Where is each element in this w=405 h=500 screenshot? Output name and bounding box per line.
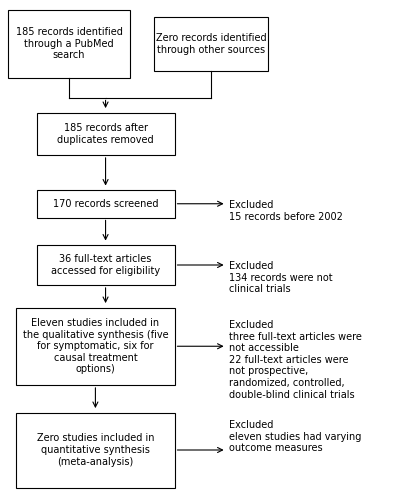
- Text: 185 records identified
through a PubMed
search: 185 records identified through a PubMed …: [15, 27, 122, 60]
- Text: Excluded
three full-text articles were
not accessible
22 full-text articles were: Excluded three full-text articles were n…: [229, 320, 361, 400]
- FancyBboxPatch shape: [154, 17, 267, 71]
- Text: Zero records identified
through other sources: Zero records identified through other so…: [156, 33, 266, 55]
- Text: Excluded
eleven studies had varying
outcome measures: Excluded eleven studies had varying outc…: [229, 420, 361, 453]
- Text: Eleven studies included in
the qualitative synthesis (five
for symptomatic, six : Eleven studies included in the qualitati…: [23, 318, 168, 374]
- Text: 36 full-text articles
accessed for eligibility: 36 full-text articles accessed for eligi…: [51, 254, 160, 276]
- FancyBboxPatch shape: [8, 10, 130, 78]
- Text: 185 records after
duplicates removed: 185 records after duplicates removed: [57, 123, 153, 144]
- FancyBboxPatch shape: [36, 112, 174, 155]
- FancyBboxPatch shape: [16, 308, 174, 385]
- Text: 170 records screened: 170 records screened: [53, 199, 158, 209]
- Text: Excluded
134 records were not
clinical trials: Excluded 134 records were not clinical t…: [229, 261, 332, 294]
- FancyBboxPatch shape: [16, 412, 174, 488]
- Text: Excluded
15 records before 2002: Excluded 15 records before 2002: [229, 200, 342, 222]
- FancyBboxPatch shape: [36, 245, 174, 285]
- Text: Zero studies included in
quantitative synthesis
(meta-analysis): Zero studies included in quantitative sy…: [36, 434, 154, 466]
- FancyBboxPatch shape: [36, 190, 174, 218]
